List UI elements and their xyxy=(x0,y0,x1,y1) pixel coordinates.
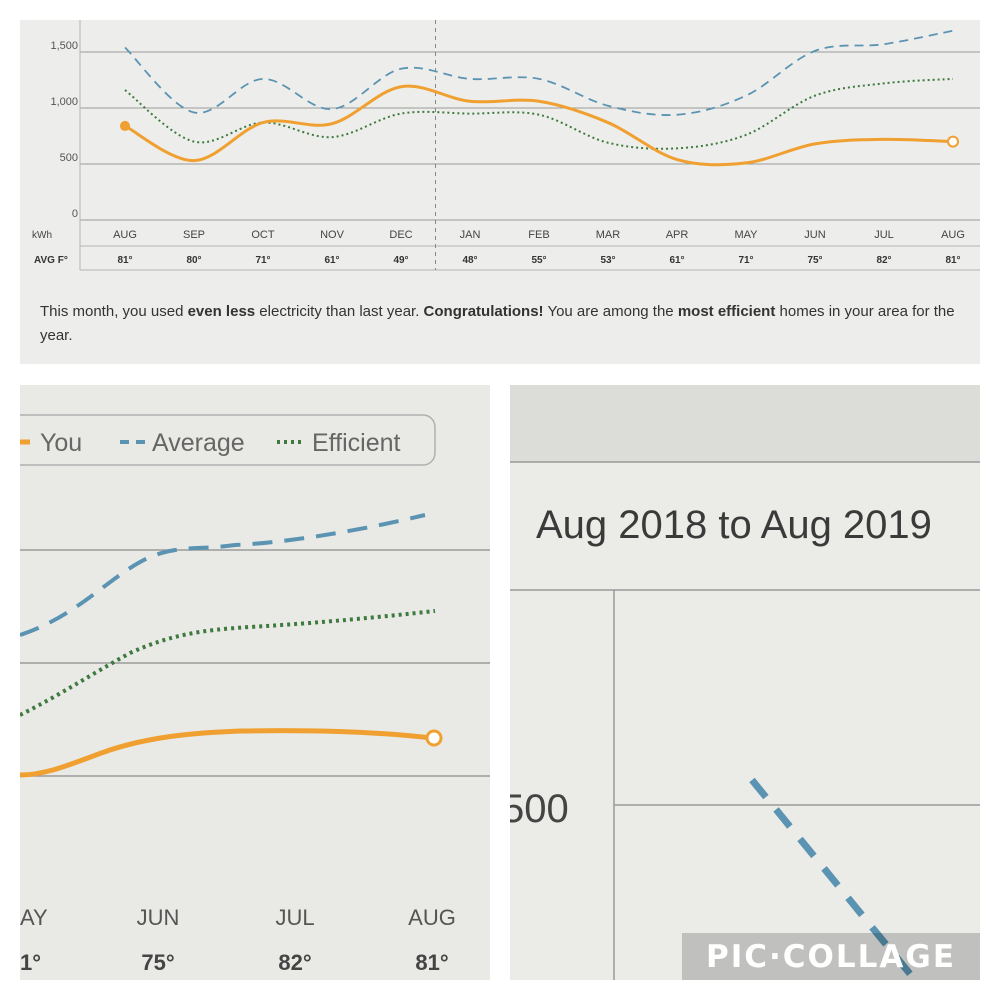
x-tick-label: NOV xyxy=(320,229,345,241)
y-tick-label: 1,000 xyxy=(50,96,78,108)
temperature-label: 75° xyxy=(807,255,822,266)
x-axis-months: AUG SEP OCT NOV DEC JAN FEB MAR APR MAY JUN JUL AUG xyxy=(113,229,965,241)
average-series-line xyxy=(124,29,954,116)
temperature-label: 71° xyxy=(255,255,270,266)
temperature-row: 81° 80° 71° 61° 49° 48° 55° 53° 61° 71° 75° 82° 81° xyxy=(117,255,960,266)
zoom-average-line xyxy=(20,513,426,637)
zoom-month-label: JUN xyxy=(137,905,180,930)
x-tick-label: AUG xyxy=(113,229,137,241)
usage-summary: This month, you used even less electrici… xyxy=(40,303,955,344)
temperature-row-label: AVG F° xyxy=(34,255,68,266)
temperature-label: 81° xyxy=(117,255,132,266)
temperature-label: 80° xyxy=(186,255,201,266)
zoom-title-panel: 500 Aug 2018 to Aug 2019 PIC·COLLAGE xyxy=(510,385,980,980)
zoom-month-label: AY xyxy=(20,905,48,930)
you-current-point xyxy=(947,135,959,148)
temperature-label: 81° xyxy=(945,255,960,266)
pic-collage-watermark: PIC·COLLAGE xyxy=(682,933,980,980)
main-chart-panel: 0 500 1,000 1,500 kWh AUG SEP OCT NOV DEC JAN FEB… xyxy=(20,20,980,364)
legend-box xyxy=(20,414,436,466)
zoom-legend-panel: You Average Efficient AY JUN JUL AUG 1° … xyxy=(20,385,490,980)
x-tick-label: FEB xyxy=(528,229,549,241)
y-axis-unit: kWh xyxy=(32,230,52,241)
x-tick-label: MAY xyxy=(734,229,758,241)
zoom-month-label: JUL xyxy=(275,905,314,930)
temperature-label: 61° xyxy=(324,255,339,266)
zoom-current-point xyxy=(425,729,443,747)
temperature-label: 61° xyxy=(669,255,684,266)
zoomed-chart: You Average Efficient AY JUN JUL AUG 1° … xyxy=(20,414,490,975)
temperature-label: 55° xyxy=(531,255,546,266)
y-axis-ticks: 0 500 1,000 1,500 xyxy=(50,40,78,220)
x-tick-label: JUN xyxy=(804,229,825,241)
you-series-line xyxy=(124,84,954,167)
you-start-point xyxy=(120,120,130,131)
legend-average: Average xyxy=(152,429,245,457)
legend-efficient: Efficient xyxy=(312,429,401,457)
temperature-label: 82° xyxy=(876,255,891,266)
x-tick-label: JAN xyxy=(460,229,481,241)
temperature-label: 49° xyxy=(393,255,408,266)
x-tick-label: OCT xyxy=(251,229,275,241)
x-tick-label: MAR xyxy=(596,229,621,241)
y-tick-500: 500 xyxy=(510,787,569,831)
temperature-label: 53° xyxy=(600,255,615,266)
temperature-label: 71° xyxy=(738,255,753,266)
zoom-temp-label: 82° xyxy=(278,950,311,975)
zoomed-corner: 500 xyxy=(510,385,980,980)
zoom-temp-label: 1° xyxy=(20,950,41,975)
usage-line-chart: 0 500 1,000 1,500 kWh AUG SEP OCT NOV DEC JAN FEB… xyxy=(32,20,980,271)
period-title: Aug 2018 to Aug 2019 xyxy=(536,503,932,547)
grid-lines xyxy=(79,20,980,271)
zoom-you-line xyxy=(20,728,433,778)
temperature-label: 48° xyxy=(462,255,477,266)
x-tick-label: DEC xyxy=(389,229,412,241)
zoom-month-label: AUG xyxy=(408,905,456,930)
legend-you: You xyxy=(40,429,82,457)
y-tick-label: 0 xyxy=(72,208,78,220)
x-tick-label: SEP xyxy=(183,229,205,241)
top-band xyxy=(510,385,980,462)
average-line-fragment xyxy=(749,777,918,980)
zoom-temp-label: 81° xyxy=(415,950,448,975)
x-tick-label: APR xyxy=(666,229,689,241)
zoom-temp-label: 75° xyxy=(141,950,174,975)
y-tick-label: 500 xyxy=(60,152,78,164)
series-lines xyxy=(120,29,959,167)
efficient-series-line xyxy=(124,77,954,150)
y-tick-label: 1,500 xyxy=(50,40,78,52)
x-tick-label: JUL xyxy=(874,229,894,241)
x-tick-label: AUG xyxy=(941,229,965,241)
